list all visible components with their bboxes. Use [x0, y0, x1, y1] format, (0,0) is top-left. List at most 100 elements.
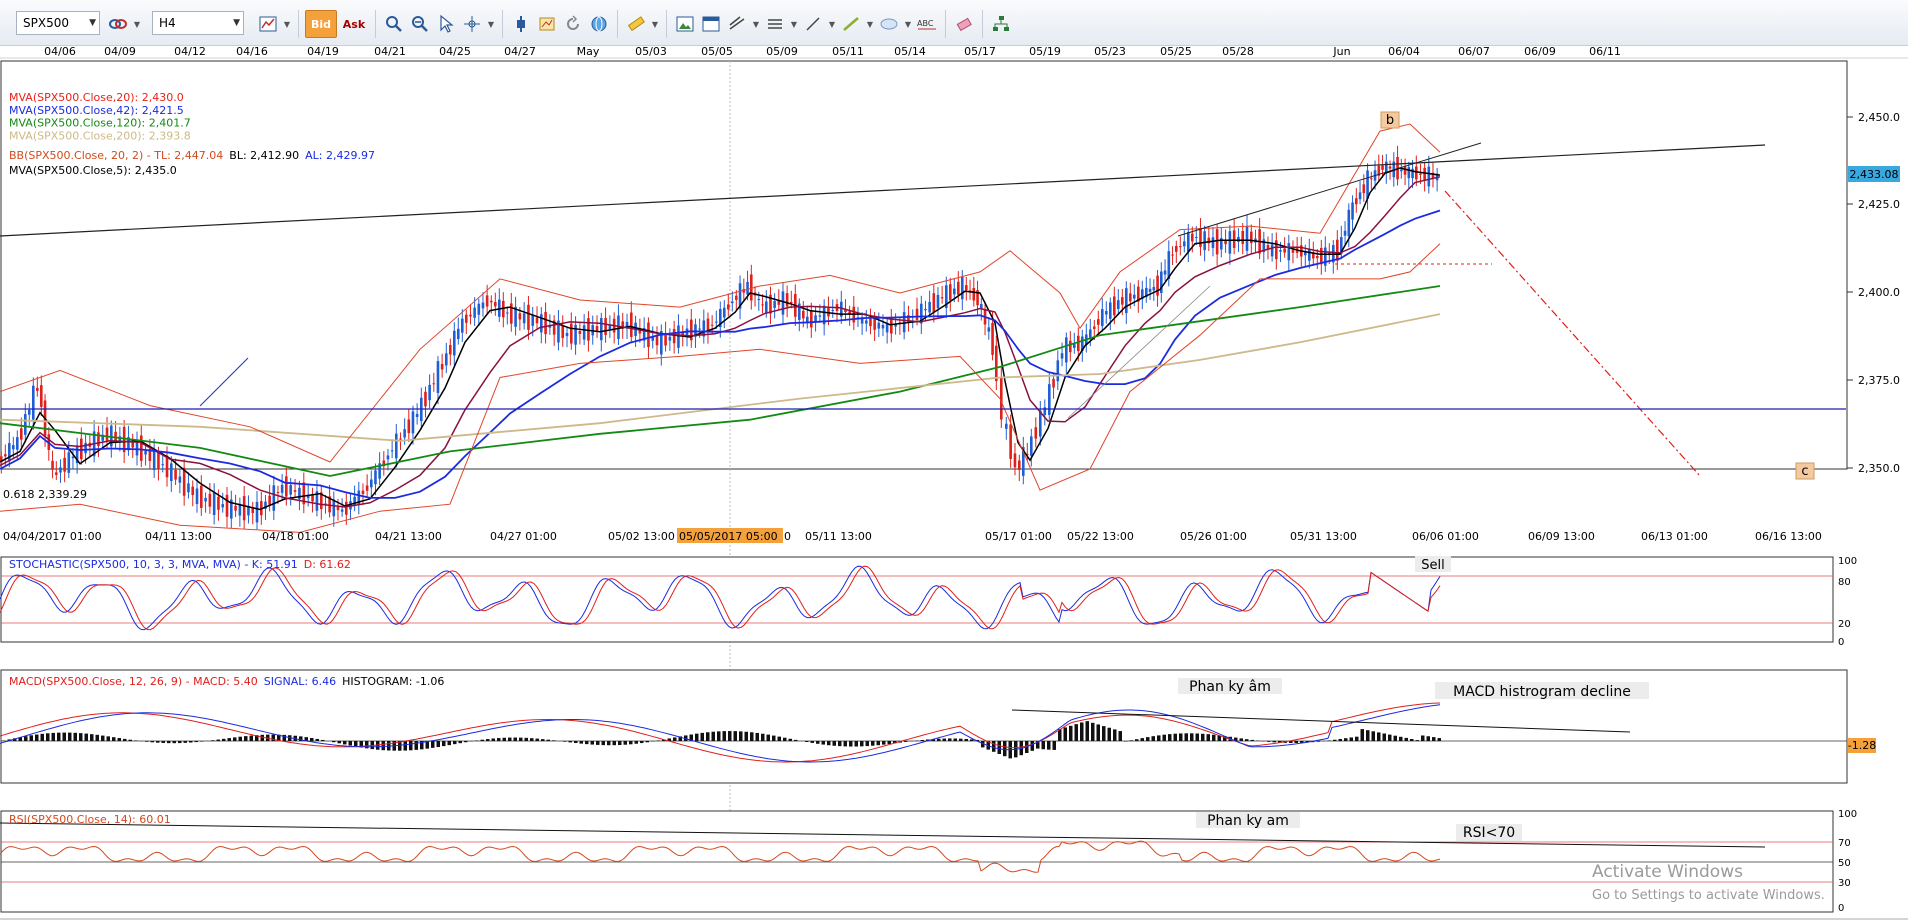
candle-body — [24, 414, 27, 435]
bottom-date-label: 05/26 01:00 — [1180, 530, 1247, 543]
wave-label-b-text: b — [1386, 113, 1394, 128]
legend-entry: MVA(SPX500.Close,120): 2,401.7 — [9, 117, 191, 130]
candle-body — [395, 433, 398, 459]
candle-body — [1245, 226, 1249, 251]
pen-icon[interactable] — [801, 11, 825, 37]
chevron-down-icon[interactable]: ▼ — [752, 19, 760, 29]
candle-body — [1320, 247, 1323, 265]
candle-body — [1232, 230, 1236, 248]
rsi-level-note[interactable]: RSI<70 — [1456, 824, 1522, 841]
macd-histogram-bar — [156, 741, 160, 743]
symbol-select[interactable]: SPX500 ▼ — [16, 11, 100, 35]
chevron-down-icon[interactable]: ▼ — [790, 19, 798, 29]
eraser-icon[interactable] — [952, 11, 976, 37]
image-icon[interactable] — [673, 11, 697, 37]
top-date-label: Jun — [1332, 46, 1350, 58]
macd-histogram-bar — [216, 739, 220, 741]
candle-body — [1228, 231, 1232, 254]
legend-entry: MVA(SPX500.Close,20): 2,430.0 — [9, 91, 184, 104]
chevron-down-icon[interactable]: ▼ — [866, 19, 874, 29]
candle-body — [135, 440, 139, 456]
macd-legend: MACD(SPX500.Close, 12, 26, 9) - MACD: 5.… — [9, 675, 444, 688]
macd-histogram-bar — [1091, 722, 1095, 741]
cursor-icon[interactable] — [434, 11, 458, 37]
macd-histogram-bar — [970, 739, 974, 741]
zoom-in-icon[interactable] — [382, 11, 406, 37]
wave-label-b[interactable]: b — [1380, 111, 1400, 129]
ask-button[interactable]: Ask — [342, 17, 366, 31]
ruler-icon[interactable] — [624, 11, 648, 37]
line-tools-icon[interactable] — [725, 11, 749, 37]
wave-label-c[interactable]: c — [1795, 462, 1815, 480]
crosshair-icon[interactable] — [460, 11, 484, 37]
zoom-out-icon[interactable] — [408, 11, 432, 37]
price-panel[interactable] — [0, 60, 1848, 470]
candle-body — [1203, 231, 1206, 251]
macd-line — [0, 702, 1441, 763]
hierarchy-icon[interactable] — [989, 11, 1013, 37]
chevron-down-icon[interactable]: ▼ — [487, 19, 495, 29]
timeframe-select[interactable]: H4 ▼ — [152, 11, 244, 35]
candle-body — [1388, 166, 1392, 169]
candle-body — [80, 438, 83, 460]
macd-divergence-note[interactable]: Phan ky âm — [1178, 678, 1282, 695]
chevron-down-icon[interactable]: ▼ — [828, 19, 836, 29]
bid-button[interactable]: Bid — [305, 10, 337, 38]
bottom-date-label: 05/02 13:00 — [608, 530, 675, 543]
macd-histogram-note[interactable]: MACD histrogram decline — [1435, 682, 1649, 700]
macd-histogram-bar — [1107, 727, 1111, 741]
candle-body — [1152, 287, 1156, 291]
candle-body — [1148, 288, 1152, 293]
candle-body — [1431, 172, 1435, 179]
price-label: 2,450.0 — [1858, 111, 1900, 124]
chart-type-icon[interactable] — [256, 11, 280, 37]
macd-histogram-bar — [1096, 724, 1100, 741]
candle-body — [51, 460, 54, 470]
candle-body — [361, 490, 365, 494]
rsi-divergence-note[interactable]: Phan ky am — [1196, 812, 1300, 829]
candle-body — [798, 303, 801, 320]
hline-icon[interactable] — [763, 11, 787, 37]
macd-histogram-bar — [1399, 736, 1403, 741]
candle-body — [582, 325, 586, 340]
price-label: 2,425.0 — [1858, 198, 1900, 211]
chevron-down-icon[interactable]: ▼ — [904, 19, 912, 29]
trend-line-icon[interactable] — [839, 11, 863, 37]
stochastic-note[interactable]: Sell — [1415, 556, 1451, 573]
macd-histogram-bar — [398, 741, 402, 751]
candle-body — [1026, 453, 1029, 455]
macd-histogram-bar — [1140, 738, 1144, 741]
stochastic-panel[interactable] — [0, 556, 1834, 643]
ellipse-icon[interactable] — [877, 11, 901, 37]
candle-body — [731, 301, 734, 304]
macd-histogram-bar — [1036, 741, 1040, 749]
chevron-down-icon[interactable]: ▼ — [133, 19, 141, 29]
macd-histogram-bar — [431, 741, 435, 748]
macd-histogram-bar — [1195, 733, 1199, 741]
template-icon[interactable] — [535, 11, 559, 37]
rsi-panel[interactable] — [0, 810, 1834, 913]
macd-histogram-bar — [101, 735, 105, 741]
refresh-icon[interactable] — [561, 11, 585, 37]
macd-histogram-bar — [1415, 740, 1419, 741]
macd-histogram-bar — [645, 741, 649, 743]
macd-histogram-bar — [733, 731, 737, 741]
chart-area[interactable]: 04/06 04/09 04/12 04/16 04/19 04/21 04/25 04/27… — [0, 46, 1908, 923]
macd-histogram-bar — [194, 741, 198, 743]
globe-icon[interactable] — [587, 11, 611, 37]
legend-entry: MVA(SPX500.Close,200): 2,393.8 — [9, 129, 191, 142]
macd-histogram-bar — [172, 741, 176, 744]
macd-histogram-bar — [200, 741, 204, 742]
candle-body — [386, 455, 390, 460]
candle-body — [995, 345, 998, 382]
macd-histogram-bar — [1327, 740, 1331, 741]
window-icon[interactable] — [699, 11, 723, 37]
link-icon[interactable] — [106, 11, 130, 37]
chevron-down-icon[interactable]: ▼ — [283, 19, 291, 29]
macd-histogram-bar — [1113, 729, 1117, 741]
macd-histogram-bar — [706, 732, 710, 741]
text-icon[interactable]: ABC — [915, 11, 939, 37]
indicator-icon[interactable] — [509, 11, 533, 37]
stochastic-axis-label: 0 — [1838, 637, 1844, 648]
chevron-down-icon[interactable]: ▼ — [651, 19, 659, 29]
